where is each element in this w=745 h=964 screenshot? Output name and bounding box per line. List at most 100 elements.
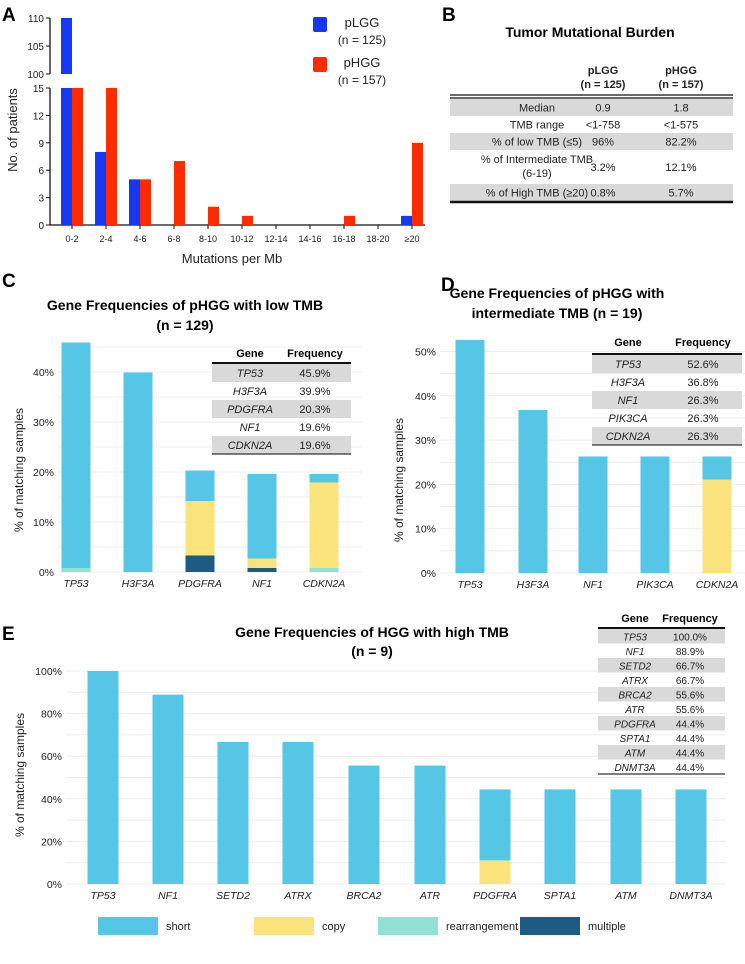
x-tick-label: 0-2 xyxy=(65,234,78,244)
gene-name: TP53 xyxy=(615,359,642,371)
row-shade xyxy=(212,400,351,418)
legend-n-label: (n = 157) xyxy=(338,73,386,87)
bar-short-CDKN2A xyxy=(702,456,732,480)
bar-pLGG-4-6 xyxy=(129,179,140,225)
x-tick-label: TP53 xyxy=(63,578,88,590)
chart-title: Gene Frequencies of pHGG with low TMB xyxy=(47,297,323,313)
x-tick-label: SPTA1 xyxy=(544,890,576,902)
bar-short-NF1 xyxy=(578,456,608,573)
table-header: Gene xyxy=(614,337,642,349)
gene-frequency-table: Gene Frequency TP53 52.6% H3F3A 36.8% NF1 26.3%… xyxy=(592,337,742,446)
gene-name: CDKN2A xyxy=(228,440,273,452)
bar-pHGG-8-10 xyxy=(208,206,219,225)
chart-title: Gene Frequencies of pHGG with xyxy=(450,285,665,301)
row-shade xyxy=(212,364,351,382)
table-row: H3F3A 39.9% xyxy=(233,386,331,398)
gene-name: TP53 xyxy=(623,632,647,643)
cell-value: <1-758 xyxy=(586,120,621,132)
x-tick-label: ATR xyxy=(419,890,441,902)
gene-frequency: 44.4% xyxy=(676,748,704,759)
bar-copy-CDKN2A xyxy=(702,479,732,573)
legend-swatch-pLGG xyxy=(313,17,327,32)
y-tick-label: 0% xyxy=(47,879,62,891)
gene-frequency: 26.3% xyxy=(687,413,718,425)
gene-name: NF1 xyxy=(626,647,645,658)
table-row: % of Intermediate TMB (6-19) 3.2% 12.1% xyxy=(481,154,697,180)
y-tick-label: 50% xyxy=(415,347,436,359)
bar-pHGG-10-12 xyxy=(242,215,253,225)
table-row: ATRX 66.7% xyxy=(621,676,704,687)
bar-short-ATR xyxy=(414,765,446,884)
gene-name: H3F3A xyxy=(233,386,267,398)
bar-short-PDGFRA xyxy=(479,789,511,861)
y-tick-label: 20% xyxy=(415,479,436,491)
y-axis-label: % of matching samples xyxy=(12,408,26,532)
bar-multiple-PDGFRA xyxy=(185,555,215,572)
gene-frequency: 26.3% xyxy=(687,395,718,407)
cell-value: 3.2% xyxy=(590,162,615,174)
chart-title: Gene Frequencies of HGG with high TMB xyxy=(235,624,509,640)
y-tick-label: 105 xyxy=(27,42,44,53)
x-tick-label: H3F3A xyxy=(122,578,155,590)
gene-frequency: 88.9% xyxy=(676,647,704,658)
y-tick-label: 12 xyxy=(33,111,45,122)
gene-frequency: 44.4% xyxy=(676,734,704,745)
row-shade xyxy=(592,355,742,373)
chart-subtitle: intermediate TMB (n = 19) xyxy=(472,305,643,321)
legend-n-label: (n = 125) xyxy=(338,33,386,47)
cell-value: 82.2% xyxy=(665,137,696,149)
x-axis-label: Mutations per Mb xyxy=(182,251,282,266)
table-row: H3F3A 36.8% xyxy=(611,377,719,389)
y-axis-label: % of matching samples xyxy=(13,713,27,837)
x-tick-label: NF1 xyxy=(252,578,272,590)
bar-pLGG-2-4 xyxy=(95,151,106,225)
x-tick-label: ATM xyxy=(614,890,637,902)
x-tick-label: 14-16 xyxy=(298,234,321,244)
y-tick-label: 100 xyxy=(27,70,44,81)
row-shade xyxy=(450,99,733,116)
panel-label: E xyxy=(2,624,15,645)
gene-frequency: 44.4% xyxy=(676,763,704,774)
bar-short-NF1 xyxy=(152,694,184,884)
y-tick-label: 30% xyxy=(33,417,54,429)
table-row: SETD2 66.7% xyxy=(598,658,725,673)
y-axis-label: % of matching samples xyxy=(392,418,406,542)
legend-label: rearrangement xyxy=(446,921,518,933)
cell-value: 12.1% xyxy=(665,162,696,174)
bar-short-SETD2 xyxy=(217,741,249,884)
gene-frequency: 55.6% xyxy=(676,690,704,701)
y-tick-label: 0 xyxy=(38,221,44,232)
y-tick-label: 80% xyxy=(41,709,62,721)
legend-swatch-multiple xyxy=(520,917,580,935)
bar-pLGG-0-2 xyxy=(61,88,72,225)
x-tick-label: ≥20 xyxy=(405,234,420,244)
legend-label: short xyxy=(166,921,190,933)
panel-e-chart: Gene Frequencies of HGG with high TMB (n … xyxy=(13,613,725,902)
gene-frequency: 55.6% xyxy=(676,705,704,716)
gene-name: CDKN2A xyxy=(606,431,651,443)
gene-frequency: 36.8% xyxy=(687,377,718,389)
bar-pHGG-≥20 xyxy=(412,142,423,225)
gene-name: PIK3CA xyxy=(608,413,647,425)
table-row: PDGFRA 20.3% xyxy=(212,400,351,418)
row-label: (6-19) xyxy=(522,168,551,180)
x-tick-label: PIK3CA xyxy=(636,579,673,591)
x-tick-label: 4-6 xyxy=(133,234,146,244)
cell-value: 96% xyxy=(592,137,614,149)
gene-name: DNMT3A xyxy=(614,763,655,774)
table-header: Frequency xyxy=(287,348,344,360)
cell-value: <1-575 xyxy=(664,120,699,132)
row-shade xyxy=(598,629,725,644)
bar-rearrangement-TP53 xyxy=(61,568,91,572)
legend-swatch-rearrangement xyxy=(378,917,438,935)
panel-d-chart: Gene Frequencies of pHGG with intermediat… xyxy=(392,285,745,591)
cell-value: 0.9 xyxy=(595,103,610,115)
x-tick-label: 2-4 xyxy=(99,234,112,244)
table-row: % of High TMB (≥20) 0.8% 5.7% xyxy=(450,184,733,201)
y-tick-label: 3 xyxy=(38,194,44,205)
table-row: CDKN2A 26.3% xyxy=(592,427,742,445)
table-header: Gene xyxy=(621,613,649,625)
bar-short-TP53 xyxy=(455,339,485,573)
panel-label: A xyxy=(2,5,16,26)
table-row: TP53 52.6% xyxy=(592,355,742,373)
